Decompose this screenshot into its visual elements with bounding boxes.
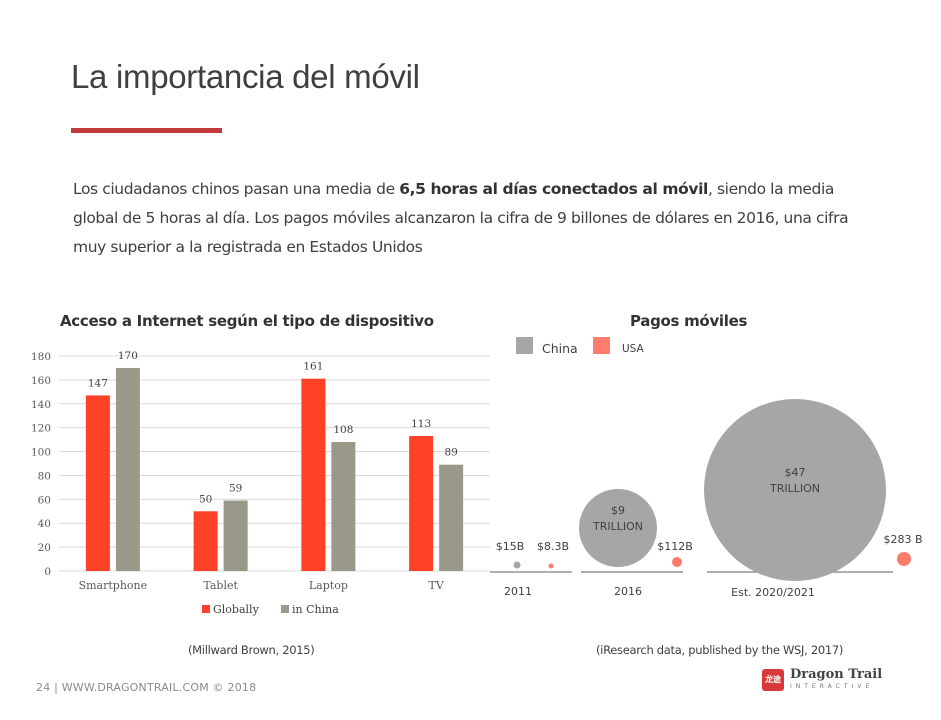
data-label: 161 [303,361,323,373]
bar-globally [409,436,434,571]
legend-label-usa: USA [622,343,645,355]
y-tick-label: 0 [44,566,51,578]
footer-text: 24 | WWW.DRAGONTRAIL.COM © 2018 [36,681,257,694]
bubble-label-usa: $283 B [883,533,922,546]
data-label: 113 [411,418,431,430]
bubble-usa [672,557,682,567]
legend-swatch-china [516,337,533,354]
bubble-label-china: $47 [785,466,806,479]
bubble-china [513,561,521,569]
logo-mark-icon: 龙途 [762,668,784,691]
bubble-usa [897,552,911,566]
x-tick-label: Smartphone [79,579,148,592]
x-tick-label: Laptop [309,579,348,592]
data-label: 170 [118,350,138,362]
y-tick-label: 120 [31,423,51,435]
y-tick-label: 180 [31,351,51,363]
legend-swatch [202,605,210,613]
bubble-usa [548,563,554,569]
y-tick-label: 160 [31,375,51,387]
bubble-label-usa: $112B [657,540,693,553]
title-underline [71,128,222,133]
data-label: 59 [229,483,242,495]
bubble-chart: China USA $15B $8.3B 2011 $9 TRILLION $112B 2016… [490,337,923,599]
legend-label: in China [292,603,339,616]
y-tick-label: 20 [38,542,51,554]
bar-chart: 0 20 40 60 80 100 120 140 160 180 Smartphone 147 170… [31,350,490,616]
intro-text-start: Los ciudadanos chinos pasan una media de [73,180,400,198]
bubble-label-usa: $8.3B [537,540,569,553]
dragon-trail-logo: 龙途 Dragon Trail INTERACTIVE [762,668,882,691]
intro-text-end: , siendo la media global de 5 horas al d… [73,180,849,256]
y-tick-label: 40 [38,518,51,530]
bubble-chart-title: Pagos móviles [630,312,748,330]
intro-paragraph: Los ciudadanos chinos pasan una media de… [73,175,863,262]
data-label: 89 [444,447,457,459]
bar-in-china [223,500,248,571]
bubble-china [579,489,657,567]
intro-highlight: 6,5 horas al días conectados al móvil [399,180,708,198]
data-label: 147 [88,377,108,389]
data-label: 50 [199,493,212,505]
bar-in-china [439,464,464,571]
x-tick-label: TV [428,579,444,592]
logo-name: Dragon Trail [790,667,883,682]
category-label: 2016 [614,585,642,598]
category-label: 2011 [504,585,532,598]
x-tick-label: Tablet [203,579,238,592]
bubble-label-china: $9 [611,504,625,517]
legend-label-china: China [542,341,578,356]
bubble-label-china: TRILLION [592,520,643,533]
y-tick-label: 100 [31,447,51,459]
bubble-label-china: TRILLION [769,482,820,495]
y-tick-label: 60 [38,494,51,506]
bar-globally [193,511,218,571]
legend-label: Globally [213,603,260,616]
logo-subtitle: INTERACTIVE [790,683,874,690]
legend-swatch [281,605,289,613]
bubble-label-china: $15B [496,540,525,553]
bar-in-china [115,367,140,571]
bar-in-china [331,442,356,571]
y-tick-label: 140 [31,399,51,411]
y-tick-label: 80 [38,470,51,482]
bubble-china [704,399,886,581]
bar-globally [301,378,326,571]
legend-swatch-usa [593,337,610,354]
bar-globally [85,395,110,571]
data-label: 108 [333,424,353,436]
bar-chart-source: (Millward Brown, 2015) [188,643,315,657]
bar-chart-title: Acceso a Internet según el tipo de dispo… [60,312,434,330]
category-label: Est. 2020/2021 [731,586,815,599]
bubble-chart-source: (iResearch data, published by the WSJ, 2… [596,643,844,657]
slide-title: La importancia del móvil [71,58,420,95]
